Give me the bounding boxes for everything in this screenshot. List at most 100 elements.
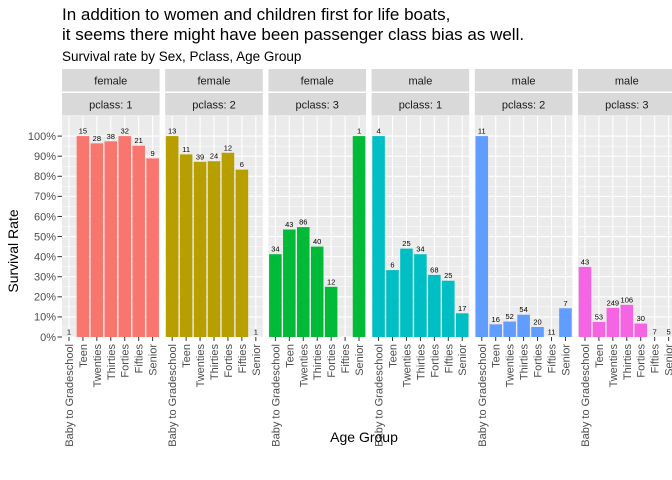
bar-count-label: 34 [271,245,279,254]
facet-strip-sex [371,69,470,92]
bar [428,274,441,337]
bar-count-label: 5 [667,328,671,337]
bar-count-label: 15 [79,127,87,136]
facet-strip-pclass [474,93,573,116]
bar [606,307,620,337]
bar-count-label: 11 [182,145,190,154]
bar [76,136,90,337]
facet-strip-pclass [371,93,470,116]
facet-strip-sex-label: female [197,76,230,88]
bar-count-label: 24 [210,152,218,161]
bar [414,254,427,337]
x-tick-label: Baby to Gradeschool [477,344,489,447]
y-tick-label: 30% [34,272,56,284]
chart-subtitle: Survival rate by Sex, Pclass, Age Group [62,49,301,64]
x-tick-label: Forties [326,344,338,378]
bar [372,136,385,337]
x-tick-label: Teen [594,344,606,368]
facet-strip-pclass-label: pclass: 3 [605,100,648,112]
facet-strip-pclass [62,93,160,116]
facet-strip-sex [578,69,672,92]
facet-strip-pclass-label: pclass: 2 [192,100,235,112]
bar [310,246,324,337]
bar-count-label: 43 [581,257,589,266]
x-tick-label: Forties [533,344,545,378]
facet-strip-pclass [268,93,366,116]
x-tick-label: Thirties [312,344,324,381]
bar-count-label: 7 [653,328,657,337]
bar-count-label: 17 [458,304,466,313]
bar [104,141,118,337]
x-tick-label: Senior [354,344,366,376]
bar-count-label: 4 [376,127,380,136]
y-tick-label: 60% [34,211,56,223]
bar-count-label: 11 [478,127,486,136]
x-tick-label: Twenties [195,344,207,388]
bar-count-label: 12 [224,143,232,152]
bar-count-label: 25 [444,271,452,280]
bar-count-label: 11 [548,328,556,337]
x-tick-label: Teen [284,344,296,368]
x-tick-label: Forties [636,344,648,378]
bar-count-label: 28 [93,134,101,143]
x-tick-label: Baby to Gradeschool [64,344,76,447]
bar [531,326,544,337]
bar-count-label: 32 [121,127,129,136]
bar [207,161,221,337]
x-tick-label: Thirties [622,344,634,381]
bar [324,286,338,337]
bar-count-label: 30 [637,314,645,323]
x-tick-label: Fifties [650,344,662,374]
x-tick-label: Senior [664,344,672,376]
x-tick-label: Baby to Gradeschool [374,344,386,447]
facet-strip-sex-label: female [301,76,334,88]
x-tick-label: Twenties [608,344,620,388]
bar [90,143,104,337]
bar-count-label: 6 [240,160,244,169]
x-axis-title: Age Group [330,429,398,445]
bar-count-label: 9 [151,149,155,158]
bar-count-label: 53 [595,312,603,321]
bar [221,152,235,337]
bar-count-label: 68 [430,265,438,274]
facet-strip-pclass-label: pclass: 3 [295,100,338,112]
bar [235,169,249,337]
x-tick-label: Baby to Gradeschool [580,344,592,447]
y-tick-label: 0% [40,332,56,344]
bar [634,323,648,337]
bar [489,324,502,337]
bar-count-label: 20 [533,317,541,326]
x-tick-label: Twenties [401,344,413,388]
x-tick-label: Fifties [237,344,249,374]
bar [442,280,455,337]
bar-count-label: 6 [390,261,394,270]
bar-count-label: 54 [519,305,527,314]
bar-count-label: 34 [416,245,424,254]
y-axis-title: Survival Rate [5,209,21,292]
bar [475,136,489,337]
facet-strip-pclass-label: pclass: 2 [502,100,545,112]
x-tick-label: Baby to Gradeschool [167,344,179,447]
x-tick-label: Senior [560,344,572,376]
facet-strip-sex-label: male [615,76,639,88]
y-tick-label: 40% [34,251,56,263]
bar [165,136,179,337]
facet-panel: female pclass: 3 34 Baby to Gradeschool 43 Te… [268,69,366,447]
chart-title-line-2: it seems there might have been passenger… [62,25,524,44]
x-tick-label: Thirties [415,344,427,381]
y-tick-label: 70% [34,191,56,203]
y-tick-label: 20% [34,292,56,304]
facet-panel: male pclass: 1 4 Baby to Gradeschool 6 Teen 25… [371,69,470,447]
bar [592,321,606,337]
bar [620,304,634,337]
y-tick-label: 10% [34,312,56,324]
bar [179,154,193,337]
facet-strip-pclass [578,93,672,116]
bar [283,229,296,337]
bar [118,136,132,337]
x-tick-label: Twenties [505,344,517,388]
x-tick-label: Thirties [209,344,221,381]
bar-count-label: 1 [67,328,71,337]
x-tick-label: Baby to Gradeschool [270,344,282,447]
